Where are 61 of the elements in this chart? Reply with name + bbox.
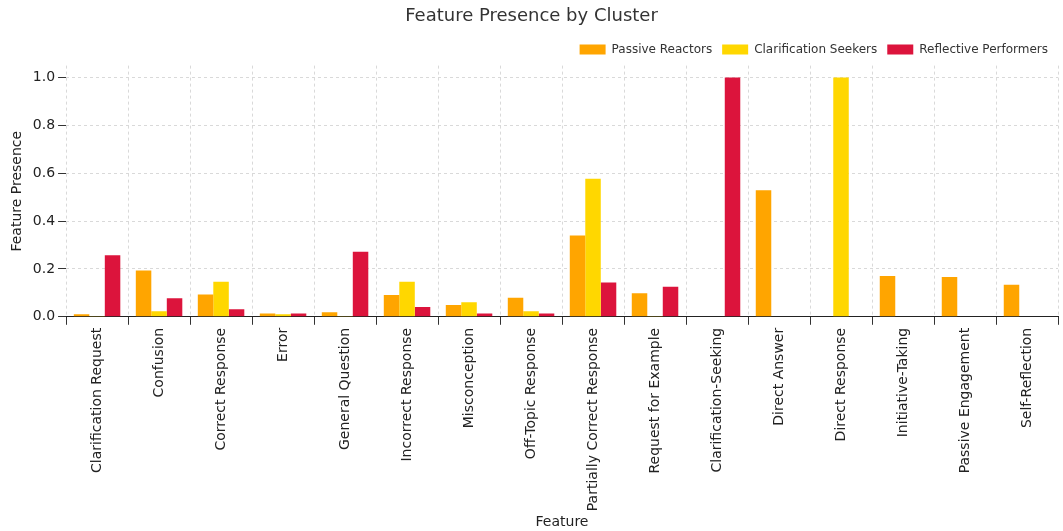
legend-label: Reflective Performers	[919, 41, 1048, 56]
x-tick-label: General Question	[335, 327, 352, 451]
x-tick-label: Confusion	[149, 327, 166, 398]
bar	[523, 311, 539, 317]
x-tick-label: Correct Response	[211, 327, 228, 451]
bar	[197, 294, 214, 317]
bar	[399, 281, 415, 317]
bar	[166, 298, 183, 317]
legend-label: Passive Reactors	[611, 41, 713, 56]
bar	[585, 178, 601, 317]
y-tick-label: 0.6	[32, 163, 56, 180]
bar	[228, 309, 245, 317]
bar	[383, 295, 400, 317]
bar	[461, 302, 477, 317]
y-tick-label: 1.0	[32, 68, 56, 85]
bar	[414, 306, 431, 317]
x-tick-label: Incorrect Response	[397, 327, 414, 462]
bar	[879, 276, 896, 317]
bar	[445, 305, 462, 317]
x-tick-label: Error	[273, 327, 290, 362]
bar	[1003, 284, 1020, 317]
bar	[538, 313, 555, 317]
bar	[631, 293, 648, 317]
bar	[833, 77, 849, 317]
y-tick-label: 0.0	[32, 307, 56, 324]
legend-label: Clarification Seekers	[754, 41, 878, 56]
bar	[662, 286, 679, 317]
bar	[290, 313, 307, 317]
bar	[135, 270, 152, 317]
bar	[151, 311, 167, 317]
bar	[213, 281, 229, 317]
y-tick-label: 0.4	[32, 211, 56, 228]
bar	[275, 314, 291, 317]
x-tick-label: Clarification Request	[87, 327, 104, 473]
bar	[755, 190, 772, 317]
bar	[352, 251, 369, 317]
x-tick-label: Off-Topic Response	[521, 327, 538, 460]
bar	[724, 77, 741, 317]
chart-title: Feature Presence by Cluster	[405, 4, 659, 26]
x-tick-label: Partially Correct Response	[583, 327, 600, 512]
y-tick-label: 0.8	[32, 116, 56, 133]
bar	[476, 313, 493, 317]
x-tick-label: Direct Response	[831, 327, 848, 442]
bar	[600, 282, 617, 317]
bar	[321, 312, 338, 317]
x-tick-label: Request for Example	[645, 327, 662, 474]
bar	[259, 313, 276, 317]
bar	[104, 255, 121, 317]
bar	[569, 235, 586, 317]
x-tick-label: Direct Answer	[769, 327, 786, 426]
x-tick-label: Passive Engagement	[955, 327, 972, 474]
x-axis-title: Feature	[535, 513, 589, 530]
y-tick-label: 0.2	[32, 259, 56, 276]
x-tick-label: Self-Reflection	[1017, 327, 1034, 429]
bar	[73, 314, 90, 317]
x-tick-label: Clarification-Seeking	[707, 327, 724, 473]
x-tick-label: Misconception	[459, 327, 476, 429]
bar	[941, 277, 958, 317]
bar	[507, 297, 524, 317]
y-axis-title: Feature Presence	[8, 130, 25, 252]
x-tick-label: Initiative-Taking	[893, 327, 910, 438]
